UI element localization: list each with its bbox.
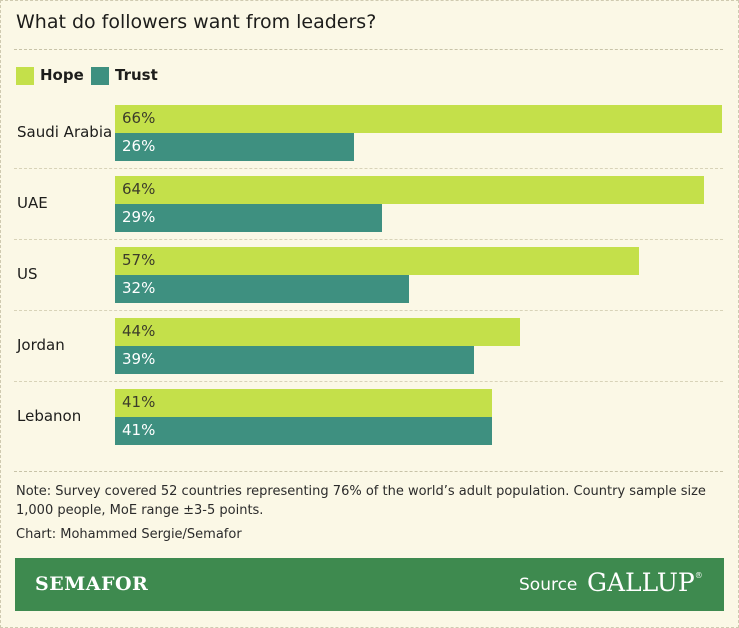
data-label-hope-uae: 64% [122,180,156,198]
chart-title: What do followers want from leaders? [16,11,377,33]
chart-credit: Chart: Mohammed Sergie/Semafor [16,527,242,542]
row-separator [14,381,723,382]
bar-hope-jordan: 44% [115,318,520,346]
bar-hope-us: 57% [115,247,639,275]
category-label-saudi-arabia: Saudi Arabia [17,123,113,141]
data-label-hope-lebanon: 41% [122,393,156,411]
note-divider [14,471,723,472]
gallup-logo-text: GALLUP [587,568,695,597]
data-label-hope-saudi-arabia: 66% [122,109,156,127]
category-label-us: US [17,265,38,283]
chart-note: Note: Survey covered 52 countries repres… [16,484,706,518]
data-label-trust-jordan: 39% [122,350,156,368]
registered-mark: ® [694,571,703,580]
legend-swatch-hope [16,67,34,85]
footer-banner: SEMAFOR Source GALLUP® [15,558,724,611]
row-separator [14,310,723,311]
bar-trust-lebanon: 41% [115,417,492,445]
data-label-trust-us: 32% [122,279,156,297]
data-label-trust-uae: 29% [122,208,156,226]
bar-trust-saudi-arabia: 26% [115,133,354,161]
data-label-trust-lebanon: 41% [122,421,156,439]
row-separator [14,239,723,240]
row-separator [14,168,723,169]
legend-label-trust: Trust [115,66,158,84]
bar-hope-lebanon: 41% [115,389,492,417]
source-label: Source [519,575,578,595]
data-label-hope-jordan: 44% [122,322,156,340]
category-label-lebanon: Lebanon [17,407,82,425]
bar-trust-uae: 29% [115,204,382,232]
bar-trust-us: 32% [115,275,409,303]
bar-trust-jordan: 39% [115,346,474,374]
semafor-logo: SEMAFOR [35,573,149,595]
gallup-logo: GALLUP® [587,568,703,597]
data-label-trust-saudi-arabia: 26% [122,137,156,155]
bar-hope-saudi-arabia: 66% [115,105,722,133]
legend-label-hope: Hope [40,66,84,84]
title-divider [14,49,723,50]
category-label-jordan: Jordan [17,336,65,354]
bar-hope-uae: 64% [115,176,704,204]
bar-chart: Saudi Arabia 66% 26% UAE 64% 29% US 57% 32% Jorda… [14,105,723,445]
legend-swatch-trust [91,67,109,85]
data-label-hope-us: 57% [122,251,156,269]
category-label-uae: UAE [17,194,48,212]
